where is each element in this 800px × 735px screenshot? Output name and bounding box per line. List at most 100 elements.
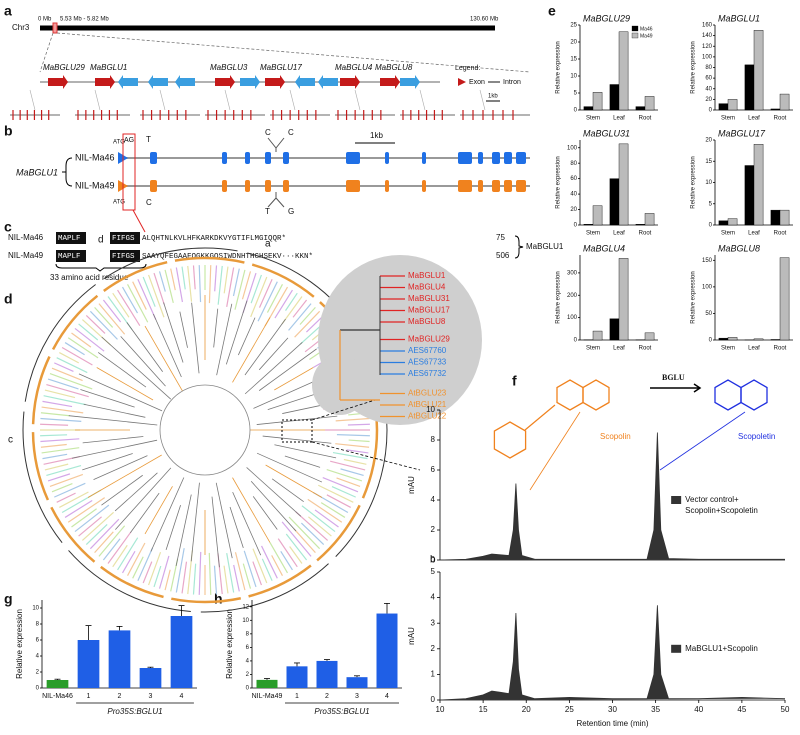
tree-leaf — [226, 552, 235, 593]
y-tick-label: 4 — [431, 495, 436, 504]
bar — [718, 103, 729, 111]
tree-leaf — [78, 516, 102, 537]
y-tick-label: 5 — [709, 201, 713, 207]
y-tick-label: 200 — [567, 293, 578, 299]
tree-center — [159, 384, 251, 476]
tree-branch — [93, 455, 148, 480]
connector — [354, 89, 361, 111]
reaction-arrow — [650, 383, 702, 393]
tree-leaf — [47, 378, 79, 390]
tree-leaf — [250, 276, 268, 318]
y-axis-label: mAU — [407, 627, 416, 645]
tree-branch — [232, 317, 271, 383]
tree-leaf — [40, 423, 69, 426]
bar — [644, 96, 655, 111]
x-tick-label: NIL-Ma49 — [252, 693, 283, 700]
inset-label: AES67733 — [408, 358, 447, 367]
tree-leaf — [198, 551, 202, 595]
tree-leaf — [40, 412, 70, 417]
tree-leaf — [158, 271, 166, 292]
connector — [419, 89, 426, 111]
tree-leaf — [117, 537, 139, 571]
exon — [422, 180, 426, 192]
x-tick-label: Stem — [586, 346, 600, 352]
bond — [524, 404, 556, 431]
y-axis-label: Relative expression — [691, 156, 697, 208]
bar — [592, 205, 603, 226]
y-axis-label: Relative expression — [225, 609, 234, 679]
tree-leaf — [232, 268, 240, 297]
x-tick-label: 30 — [608, 705, 617, 714]
tree-branch — [258, 348, 317, 391]
x-tick-label: 45 — [737, 705, 746, 714]
tree-leaf — [43, 395, 86, 406]
tree-leaf — [42, 400, 73, 408]
y-tick-label: 40 — [705, 86, 712, 92]
gene-arrow — [240, 75, 260, 89]
inset-label: MaBGLU1 — [408, 271, 446, 280]
gene-arrow — [318, 75, 338, 89]
tree-leaf — [331, 485, 356, 498]
tree-leaf — [192, 563, 197, 595]
bar — [744, 165, 755, 226]
y-tick-label: 100 — [702, 284, 713, 290]
gene-label: MaBGLU4 — [335, 63, 373, 72]
tree-leaf — [261, 558, 273, 581]
tree-leaf — [40, 438, 80, 443]
tree-leaf — [280, 550, 293, 571]
tree-branch — [83, 403, 146, 418]
tree-leaf — [56, 492, 76, 503]
tree-leaf — [71, 508, 97, 528]
y-tick-label: 2 — [36, 670, 40, 676]
tree-leaf — [288, 516, 321, 550]
tree-leaf — [181, 561, 188, 594]
tree-leaf — [317, 484, 354, 503]
splice-label: AG — [124, 137, 134, 144]
y-tick-label: 12 — [242, 604, 249, 610]
tree-branch — [225, 300, 248, 365]
legend-swatch — [671, 644, 682, 653]
y-axis-label: Relative expression — [691, 271, 697, 323]
zoom-box — [281, 419, 313, 443]
tree-leaf — [299, 306, 316, 325]
tree-leaf — [59, 491, 89, 508]
scopolin-ring — [556, 379, 584, 411]
y-tick-label: 0 — [574, 338, 578, 344]
tree-ring — [31, 256, 379, 604]
gene-arrow — [215, 75, 235, 89]
exon — [478, 180, 483, 192]
bar — [635, 106, 646, 111]
tree-leaf — [292, 299, 308, 318]
exon — [265, 180, 271, 192]
tree-leaf — [148, 274, 165, 318]
x-tick-label: 4 — [385, 693, 389, 700]
y-tick-label: 8 — [431, 435, 436, 444]
inset-label: MaBGLU29 — [408, 335, 450, 344]
tree-leaf — [170, 268, 176, 291]
tree-leaf — [233, 564, 240, 592]
gene-arrow — [48, 75, 68, 89]
y-tick-label: 4 — [431, 593, 436, 602]
tree-branch — [152, 313, 182, 378]
y-tick-label: 5 — [431, 567, 436, 576]
bar — [635, 224, 646, 226]
tree-branch — [80, 389, 135, 408]
tree-branch — [97, 352, 147, 388]
inset-label: MaBGLU4 — [408, 283, 446, 292]
y-tick-label: 150 — [702, 258, 713, 264]
bar — [316, 660, 338, 688]
tree-branch — [82, 436, 144, 444]
x-tick-label: Leaf — [613, 231, 625, 237]
panel-letter: c — [4, 219, 12, 235]
sequence: ALQHTNLKVLHFKARKDKVYGTIFLMGIQQR* — [142, 235, 286, 243]
tree-leaf — [326, 468, 363, 482]
snp-label: C — [146, 198, 152, 207]
tree-leaf — [257, 281, 278, 322]
note: 33 amino acid residue — [50, 273, 129, 282]
x-tick-label: Root — [639, 346, 652, 352]
tree-branch — [250, 481, 297, 532]
scopoletin-ring — [714, 379, 742, 411]
x-axis-label: Pro35S:BGLU1 — [107, 707, 162, 716]
tree-branch — [262, 435, 332, 444]
